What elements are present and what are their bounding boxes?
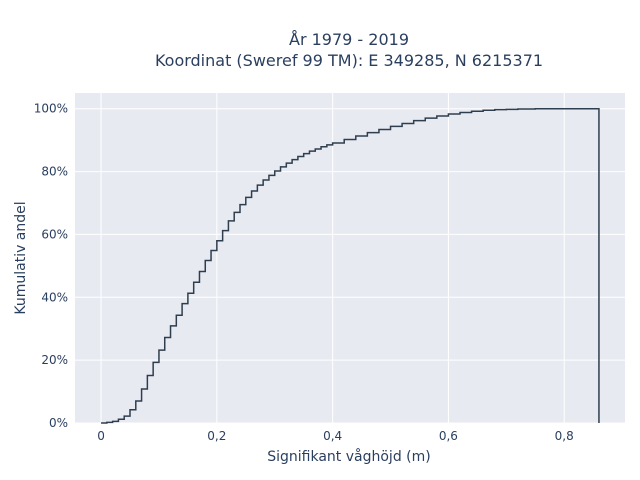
y-tick-label: 80%: [41, 165, 68, 179]
x-tick-label: 0,6: [439, 429, 458, 443]
x-tick-label: 0,4: [323, 429, 342, 443]
x-tick-labels: 0 0,2 0,4 0,6 0,8: [97, 429, 574, 443]
chart-title-line-1: År 1979 - 2019: [289, 30, 409, 49]
y-axis-title: Kumulativ andel: [13, 201, 29, 314]
y-tick-label: 60%: [41, 227, 68, 241]
chart-title-line-2: Koordinat (Sweref 99 TM): E 349285, N 62…: [155, 51, 543, 70]
gridlines: [75, 93, 625, 424]
x-axis-title: Signifikant våghöjd (m): [267, 448, 430, 465]
plot-background: [75, 93, 625, 423]
y-tick-label: 40%: [41, 290, 68, 304]
y-tick-labels: 0% 20% 40% 60% 80% 100%: [34, 102, 68, 430]
y-tick-label: 0%: [49, 416, 68, 430]
y-tick-label: 100%: [34, 102, 68, 116]
x-tick-label: 0,8: [555, 429, 574, 443]
y-tick-label: 20%: [41, 353, 68, 367]
x-tick-label: 0: [97, 429, 105, 443]
cdf-step-line: [101, 107, 600, 424]
x-tick-label: 0,2: [207, 429, 226, 443]
